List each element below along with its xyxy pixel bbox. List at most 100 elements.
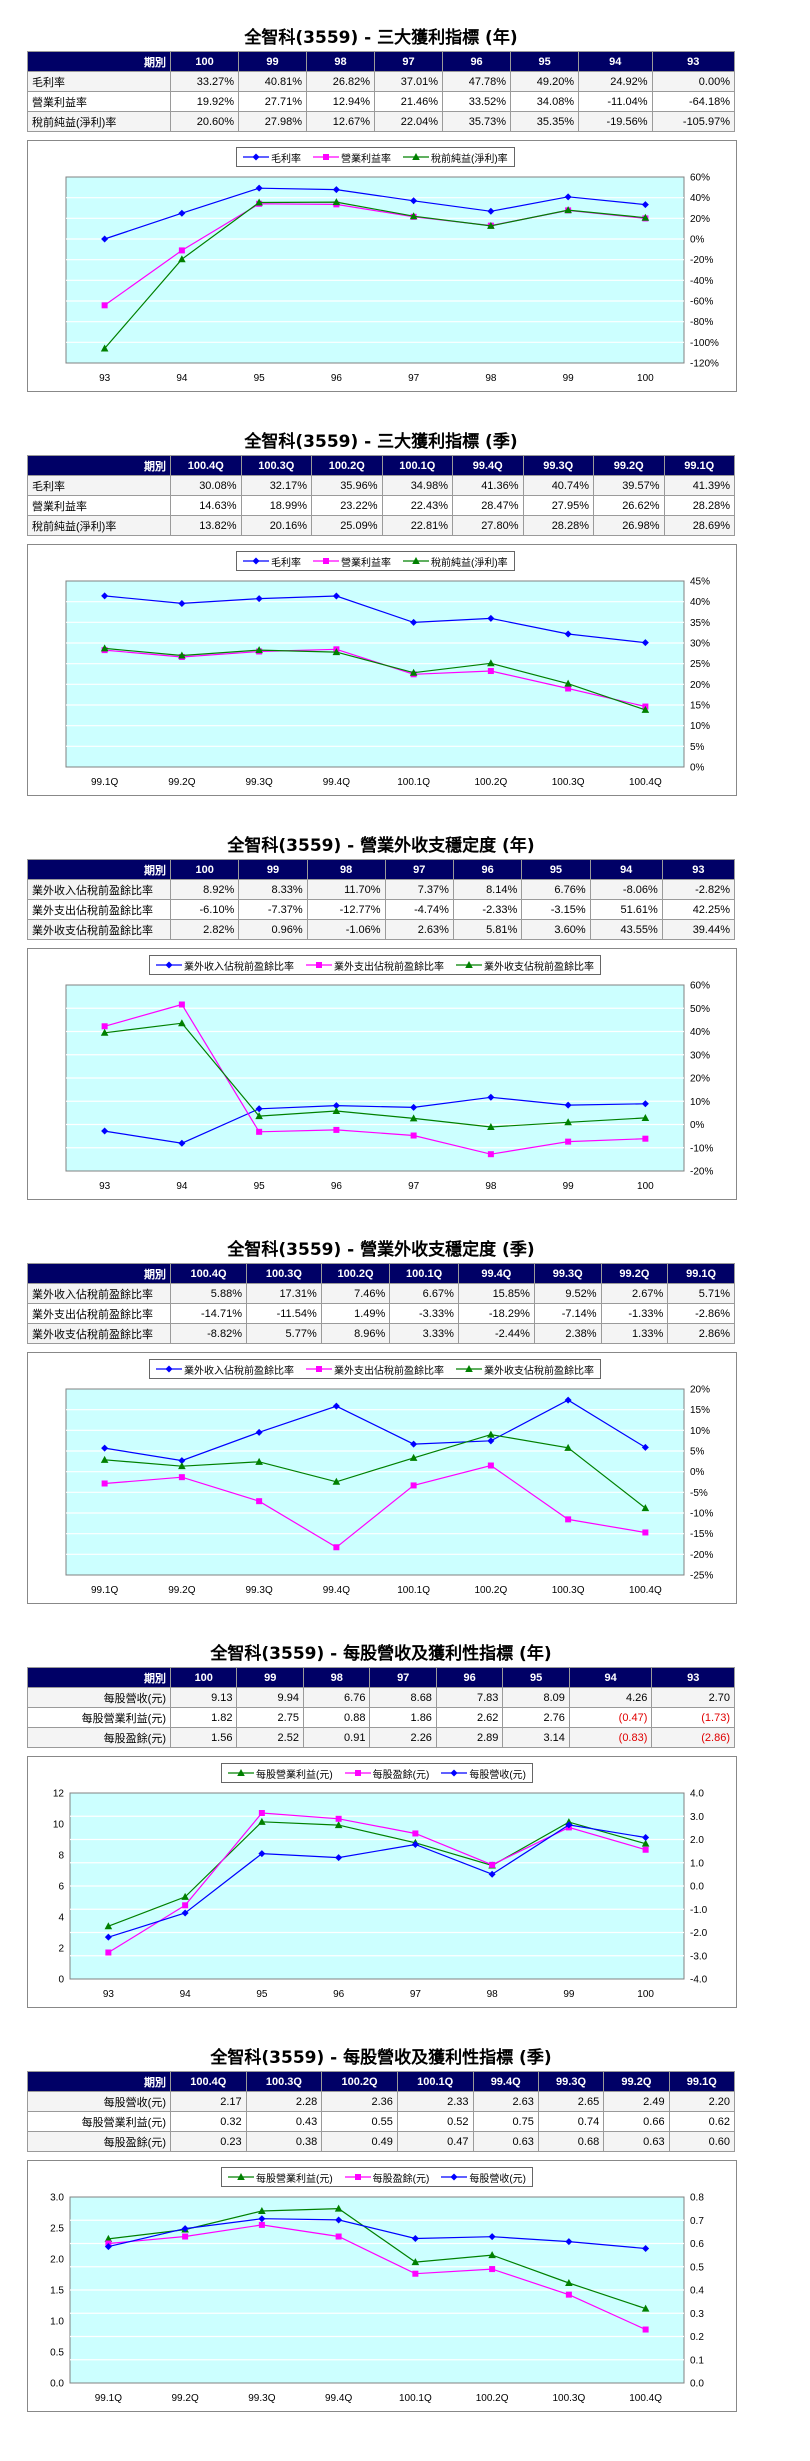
data-point [181,1909,189,1917]
table-row: 每股營收(元) 2.17 2.28 2.36 2.33 2.63 2.65 2.49 2.20 [27,2091,736,2112]
period-column-header: 100.2Q [311,455,383,476]
period-column-header: 97 [374,51,444,72]
x-tick-label: 95 [256,1989,268,2000]
data-point [565,1516,572,1523]
series-3 [100,198,650,352]
legend-label: 每股營收(元) [469,1769,527,1781]
row-label: 業外收入佔稅前盈餘比率 [27,879,171,900]
period-column-header: 98 [306,859,386,880]
table-cell: 4.26 [568,1687,653,1708]
data-point [564,1443,572,1451]
y-right-tick-label: 15% [690,1405,710,1416]
data-table: 期別 100.4Q 100.3Q 100.2Q 100.1Q 99.4Q 99.3Q 99.2… [27,2071,736,2152]
table-cell: 1.56 [169,1727,238,1748]
data-point [255,198,263,206]
period-column-header: 99 [238,859,308,880]
row-label: 每股營業利益(元) [27,1707,171,1728]
period-column-header: 99.2Q [603,2071,670,2092]
data-point [332,1106,341,1114]
series-line [104,595,646,644]
x-tick-label: 99.1Q [95,2393,122,2404]
table-cell: 13.82% [170,515,242,536]
chart-area: -25% -20% -15% -10% -5% 0% 5% 10% 15% 20% 99.1Q 99.… [27,1352,737,1604]
section-nonop-quarterly: 全智科(3559) - 營業外收支穩定度 (季) 期別 100.4Q 100.3Q 1… [27,1237,737,1604]
table-cell: 26.82% [306,71,376,92]
legend-item: 業外收支佔稅前盈餘比率 [456,958,594,973]
data-point [335,2233,342,2240]
table-cell: 37.01% [374,71,444,92]
series-line [104,1464,646,1549]
table-cell: 23.22% [311,495,383,516]
period-column-header: 100.3Q [240,455,312,476]
period-column-header: 100.1Q [381,455,453,476]
table-row: 營業利益率 14.63% 18.99% 23.22% 22.43% 28.47% 27.95… [27,495,735,516]
data-point [642,1135,649,1142]
data-point [409,1114,418,1122]
data-point [335,1815,342,1822]
data-point [487,659,495,667]
data-point [411,1840,419,1848]
x-tick-label: 100.4Q [629,2393,662,2404]
period-column-header: 100.4Q [170,2071,247,2092]
y-right-tick-label: 45% [690,577,710,588]
x-tick-label: 96 [333,1989,345,2000]
legend-label: 每股盈餘(元) [372,2173,430,2185]
data-point [565,2238,573,2246]
x-tick-label: 99.2Q [168,777,195,788]
data-point [564,206,572,214]
y-right-tick-label: 35% [690,618,710,629]
x-tick-label: 97 [410,1989,422,2000]
y-right-tick-label: 1.0 [690,1858,704,1869]
data-point [181,2225,189,2233]
period-header: 期別 [27,51,171,72]
series-line [104,1022,646,1128]
data-point [564,1396,572,1404]
x-tick-label: 100.2Q [474,1585,507,1596]
period-column-header: 100 [169,859,240,880]
row-label: 營業利益率 [27,495,171,516]
legend-label: 業外收支佔稅前盈餘比率 [484,961,594,973]
data-point [332,1102,340,1110]
series-3 [104,1821,650,1941]
line-chart: -20% -10% 0% 10% 20% 30% 40% 50% 60% 93 94 95 96 97 98… [65,981,713,1192]
legend-marker-icon [403,153,429,160]
data-point [564,1118,572,1126]
data-point [565,2291,572,2298]
table-cell: -2.44% [457,1323,535,1344]
y-right-tick-label: 15% [690,701,710,712]
period-column-header: 99.1Q [668,2071,736,2092]
table-cell: 25.09% [311,515,383,536]
period-header: 期別 [27,859,171,880]
table-cell: 20.60% [169,111,240,132]
data-point [411,2258,420,2266]
legend-marker-icon [313,558,339,564]
y-right-tick-label: 2.0 [690,1835,704,1846]
period-column-header: 99.2Q [600,1263,669,1284]
data-point [487,1122,495,1130]
period-column-header: 93 [651,1667,735,1688]
section-title: 全智科(3559) - 營業外收支穩定度 (年) [227,836,535,856]
y-right-tick-label: 40% [690,597,710,608]
table-cell: -18.29% [457,1303,535,1324]
table-cell: 2.28 [245,2091,323,2112]
series-line [104,201,646,349]
period-column-header: 93 [651,51,736,72]
x-tick-label: 100.2Q [474,777,507,788]
period-column-header: 97 [369,1667,437,1688]
table-row: 業外收支佔稅前盈餘比率 2.82% 0.96% -1.06% 2.63% 5.81% 3.6… [27,919,736,940]
table-cell: 6.76 [302,1687,371,1708]
y-right-tick-label: -60% [690,297,713,308]
period-column-header: 100.1Q [396,2071,474,2092]
table-cell: 8.96% [320,1323,391,1344]
table-header-row: 期別 100 99 98 97 96 95 94 93 [27,859,736,880]
data-point [642,1529,649,1536]
series-line [108,2224,646,2331]
data-point [178,1139,186,1147]
data-point [564,1101,572,1109]
x-tick-label: 99.2Q [172,2393,199,2404]
data-point [410,1103,418,1111]
line-chart: -25% -20% -15% -10% -5% 0% 5% 10% 15% 20% 99.1Q 99.… [65,1385,713,1596]
table-cell: 12.94% [306,91,376,112]
period-column-header: 99 [236,1667,304,1688]
series-line [108,1824,646,1938]
